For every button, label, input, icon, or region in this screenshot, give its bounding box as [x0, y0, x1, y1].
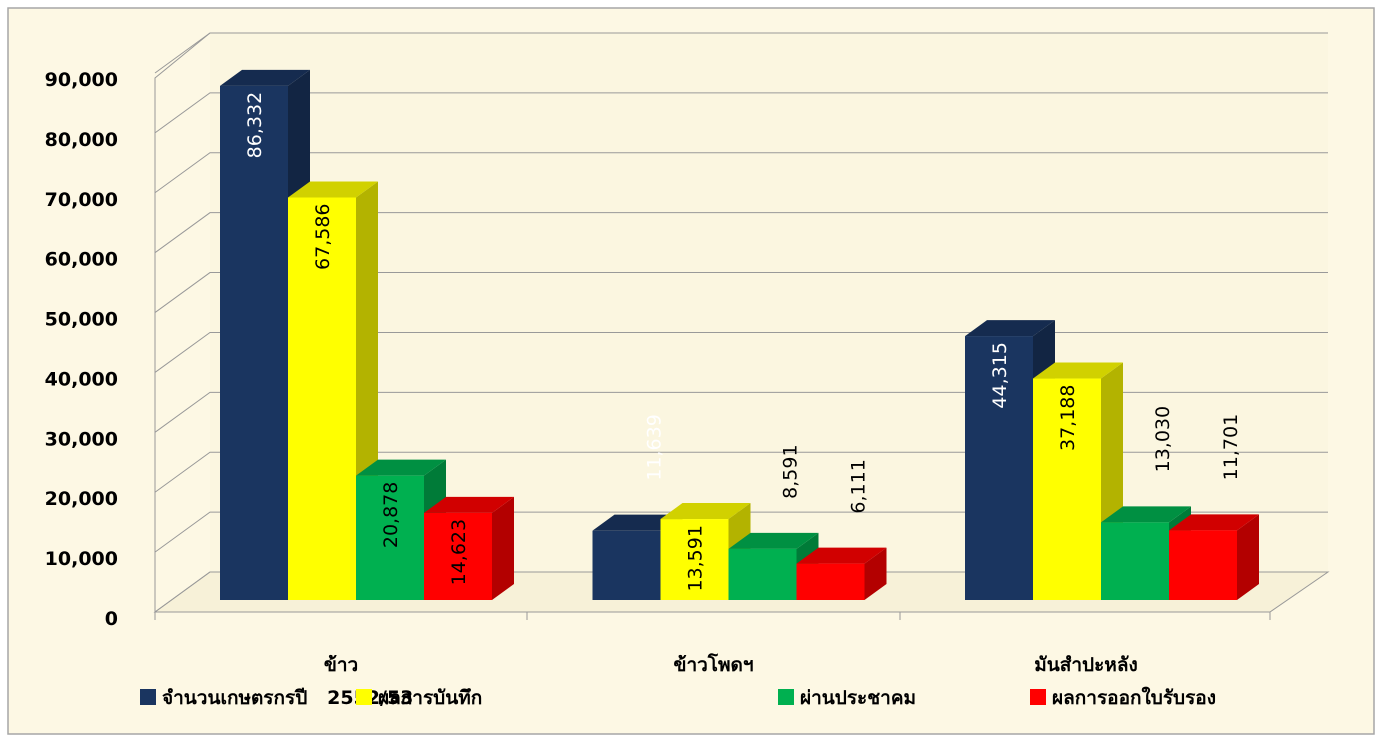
bar-front — [424, 512, 492, 600]
grid-line — [154, 451, 1328, 493]
y-tick-label: 80,000 — [45, 129, 118, 151]
bar-side — [864, 547, 887, 600]
bar-front — [965, 336, 1033, 600]
bar-front — [1033, 378, 1101, 600]
x-tick-label: มันสำปะหลัง — [1034, 654, 1138, 676]
bar-top — [592, 514, 683, 531]
category-ticks — [154, 612, 1271, 620]
value-label: 86,332 — [244, 92, 266, 158]
bar-top — [1101, 506, 1191, 523]
bar-side — [492, 496, 514, 600]
value-label: 67,586 — [312, 203, 334, 269]
bar-front — [288, 197, 356, 600]
bar-top — [796, 547, 887, 564]
bar-front — [592, 530, 661, 600]
legend-label: ผ่านประชาคม — [800, 687, 916, 709]
left-wall-edge — [154, 32, 211, 612]
value-label: 11,639 — [644, 414, 666, 480]
bar-front — [660, 519, 729, 600]
value-label: 14,623 — [448, 519, 470, 585]
bar-front — [1169, 530, 1237, 600]
grid-line — [154, 212, 1328, 254]
value-label: 11,701 — [1220, 414, 1242, 480]
y-tick-label: 60,000 — [45, 249, 118, 271]
bar-front — [728, 548, 797, 600]
value-label: 44,315 — [989, 342, 1011, 408]
bar-front — [220, 85, 288, 601]
bar — [1169, 514, 1259, 600]
y-tick-label: 70,000 — [45, 189, 118, 211]
bar-top — [220, 69, 310, 86]
grid-line — [154, 511, 1328, 553]
legend-swatch — [140, 689, 156, 705]
value-label: 37,188 — [1057, 385, 1079, 451]
legend-swatch — [778, 689, 794, 705]
grid-line — [154, 571, 1328, 613]
grid-line — [154, 272, 1328, 313]
y-tick-label: 90,000 — [45, 69, 118, 91]
bar-top — [424, 496, 514, 513]
bar-top — [660, 503, 751, 520]
grid-line — [154, 152, 1328, 194]
bar-top — [288, 181, 378, 198]
value-label: 13,591 — [685, 525, 707, 591]
bar — [424, 496, 514, 600]
value-label: 8,591 — [780, 444, 802, 498]
y-tick-label: 30,000 — [45, 428, 118, 450]
grid-line — [154, 391, 1328, 433]
grid-line — [154, 331, 1328, 373]
legend-label: ผลการบันทึก — [378, 687, 482, 709]
y-tick-label: 0 — [105, 608, 118, 630]
x-tick-label: ข้าว — [324, 654, 358, 676]
legend-label: จำนวนเกษตรกรปี 2552/53 — [162, 687, 413, 709]
bar-top — [1033, 362, 1123, 379]
value-label: 20,878 — [380, 482, 402, 548]
bar — [1033, 362, 1123, 600]
bar-top — [356, 459, 446, 476]
bar-front — [356, 475, 424, 600]
grid-line — [154, 32, 1328, 74]
bar-top — [1169, 514, 1259, 531]
bar-top — [965, 320, 1055, 337]
value-label: 6,111 — [848, 459, 870, 513]
bar-side — [1237, 514, 1259, 600]
x-tick-label: ข้าวโพดฯ — [673, 653, 753, 676]
legend-label: ผลการออกใบรับรอง — [1052, 686, 1216, 709]
legend-swatch — [1030, 689, 1046, 705]
value-label: 13,030 — [1152, 406, 1174, 472]
legend-swatch — [356, 689, 372, 705]
y-tick-label: 20,000 — [45, 488, 118, 510]
bar-top — [728, 532, 819, 549]
y-tick-label: 40,000 — [45, 368, 118, 390]
bar-front — [796, 563, 865, 600]
bar-front — [1101, 522, 1169, 600]
bar — [796, 547, 887, 600]
y-tick-label: 10,000 — [45, 548, 118, 570]
grid-line — [154, 92, 1328, 134]
y-tick-label: 50,000 — [45, 309, 118, 331]
